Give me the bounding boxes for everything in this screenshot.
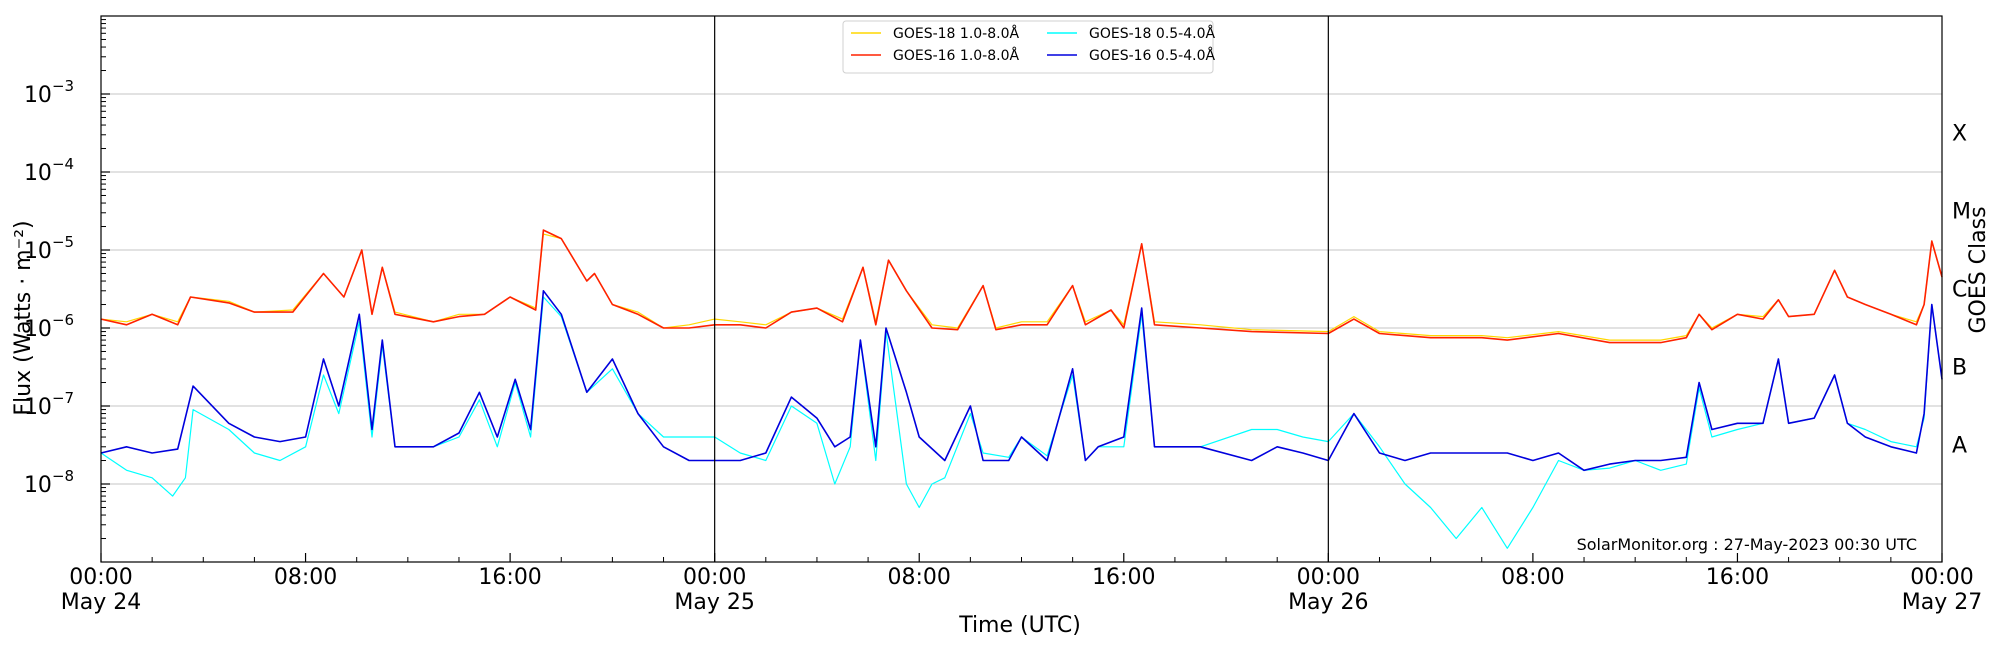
x-tick-time-label: 16:00 bbox=[478, 565, 541, 590]
x-tick-time-label: 00:00 bbox=[69, 565, 132, 590]
x-tick-date-label: May 25 bbox=[674, 590, 754, 615]
y-axis-title-text: Flux (Watts · m⁻²) bbox=[11, 220, 36, 415]
grid-layer bbox=[101, 93, 1942, 485]
y-tick-exponent: −8 bbox=[52, 467, 74, 485]
y-tick-label: 10−7 bbox=[24, 389, 74, 420]
legend-entry-label: GOES-16 0.5-4.0Å bbox=[1089, 47, 1215, 64]
y-axis-title: Flux (Watts · m⁻²) bbox=[11, 220, 36, 415]
x-tick-time-label: 16:00 bbox=[1092, 565, 1155, 590]
x-tick-time-label: 08:00 bbox=[888, 565, 951, 590]
legend-entry-label: GOES-16 1.0-8.0Å bbox=[893, 47, 1019, 64]
x-axis-title: Time (UTC) bbox=[958, 613, 1081, 638]
series-line bbox=[100, 290, 1943, 472]
x-tick-date-label: May 26 bbox=[1288, 590, 1368, 615]
goes-class-label: M bbox=[1952, 200, 1971, 225]
goes-class-axis-title: GOES Class bbox=[1966, 206, 1991, 333]
y-tick-exponent: −6 bbox=[52, 311, 74, 329]
x-tick-date-label: May 27 bbox=[1902, 590, 1982, 615]
y-tick-exponent: −5 bbox=[52, 233, 74, 251]
x-tick-time-label: 08:00 bbox=[1501, 565, 1564, 590]
y-tick-label: 10−3 bbox=[24, 77, 74, 108]
goes-class-label: X bbox=[1952, 122, 1967, 147]
x-tick-time-label: 00:00 bbox=[1910, 565, 1973, 590]
x-tick-time-label: 08:00 bbox=[274, 565, 337, 590]
x-tick-time-label: 00:00 bbox=[1297, 565, 1360, 590]
series-line bbox=[100, 229, 1943, 344]
legend-entry-label: GOES-18 1.0-8.0Å bbox=[893, 25, 1019, 42]
y-tick-exponent: −4 bbox=[52, 155, 74, 173]
legend-entry-label: GOES-18 0.5-4.0Å bbox=[1089, 25, 1215, 42]
legend-box bbox=[842, 20, 1214, 74]
day-boundary-layer bbox=[714, 16, 1329, 562]
y-tick-exponent: −7 bbox=[52, 389, 74, 407]
goes-class-label: B bbox=[1952, 356, 1967, 381]
goes-class-label: C bbox=[1952, 278, 1967, 303]
x-tick-time-label: 00:00 bbox=[683, 565, 746, 590]
x-tick-time-label: 16:00 bbox=[1706, 565, 1769, 590]
goes-class-label: A bbox=[1952, 434, 1967, 459]
legend: GOES-18 1.0-8.0Å GOES-16 1.0-8.0Å GOES-18 … bbox=[842, 20, 1215, 74]
y-tick-exponent: −3 bbox=[52, 77, 74, 95]
series-layer bbox=[100, 229, 1943, 549]
goes-class-labels: A B C M X bbox=[1952, 122, 1971, 459]
credit-text: SolarMonitor.org : 27-May-2023 00:30 UTC bbox=[1577, 535, 1917, 554]
x-tick-date-label: May 24 bbox=[61, 590, 141, 615]
